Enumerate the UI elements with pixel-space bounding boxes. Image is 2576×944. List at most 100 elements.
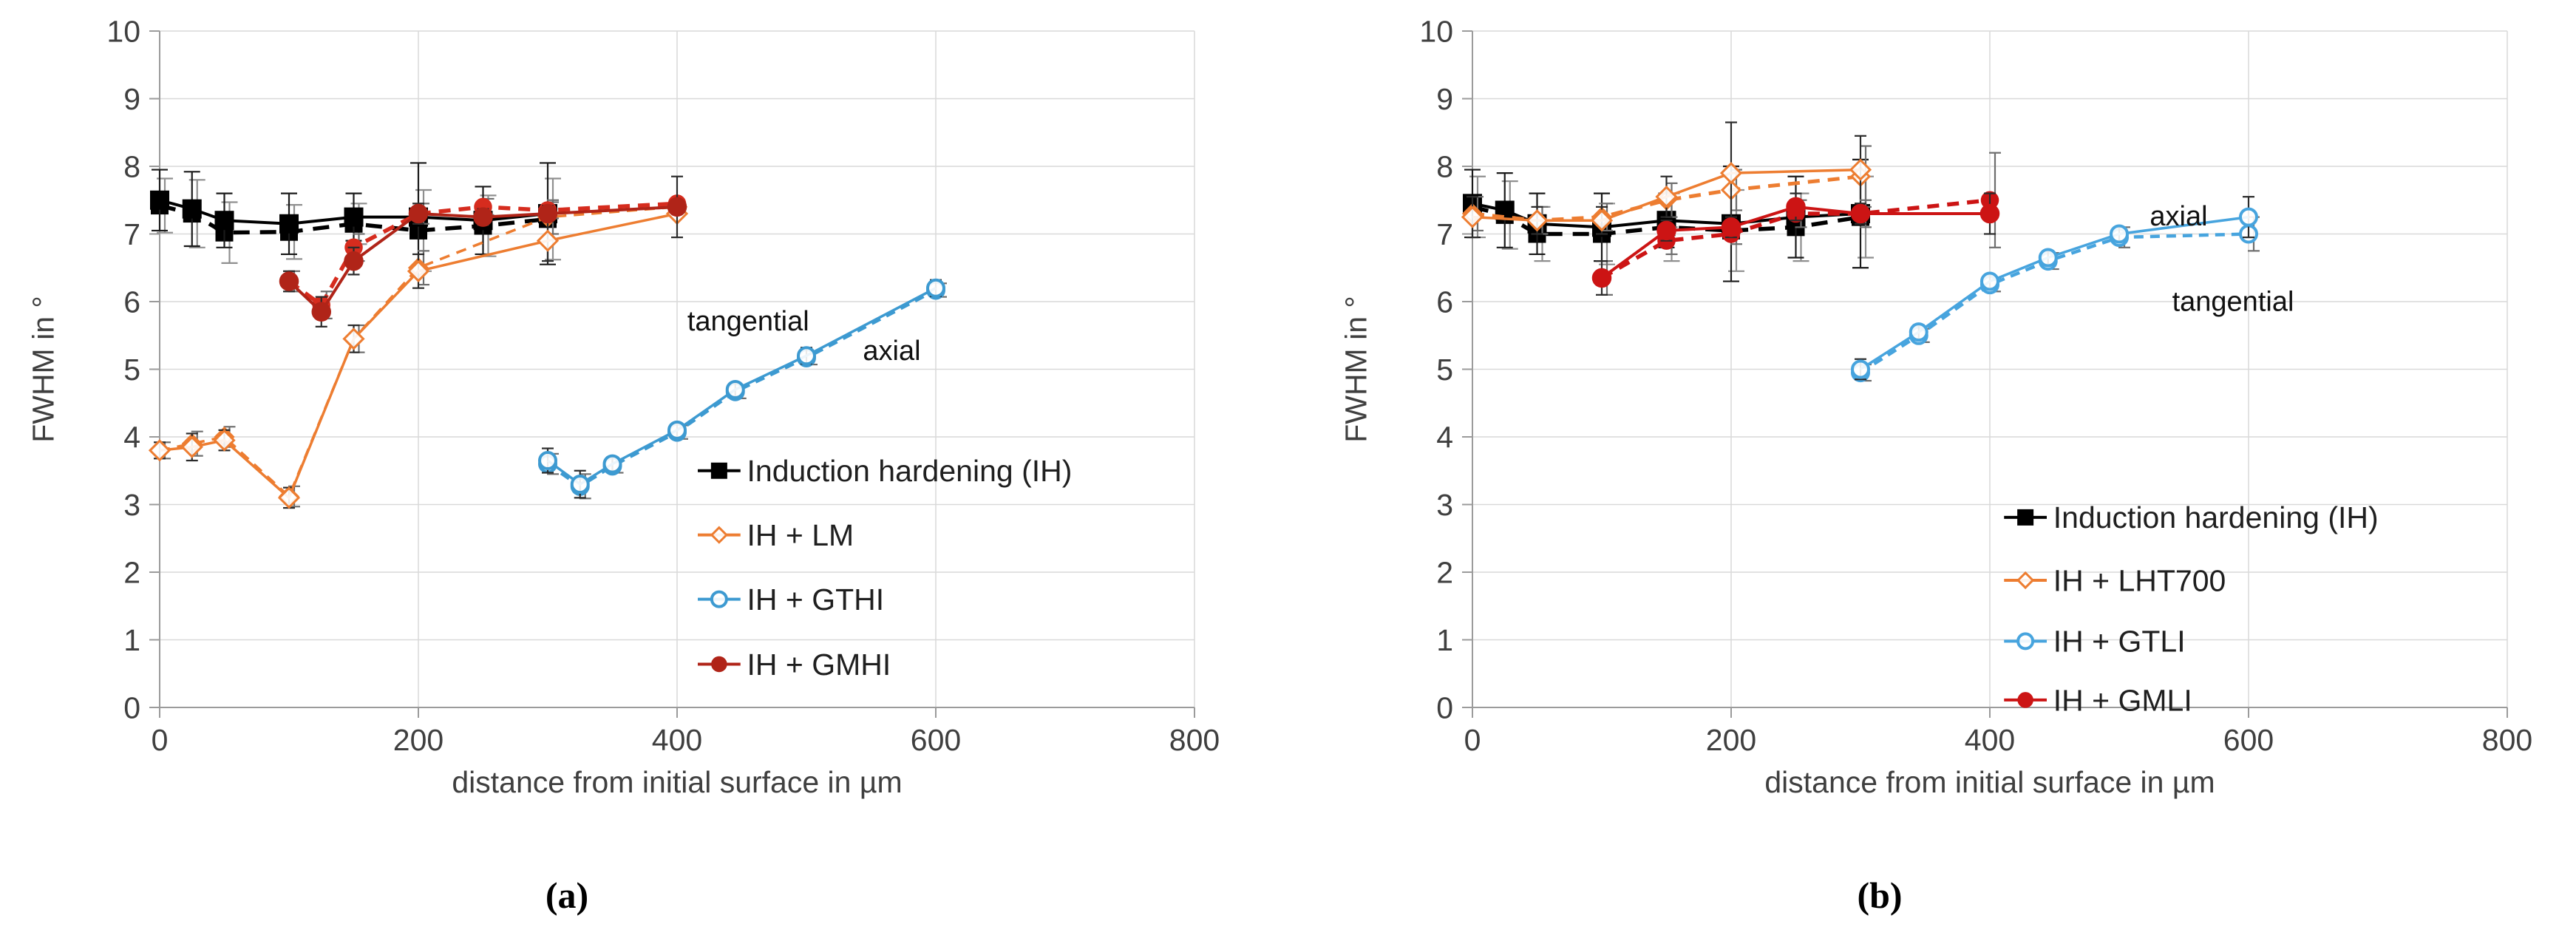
- x-tick-label: 0: [152, 723, 169, 757]
- diamond-marker-open: [1719, 162, 1743, 185]
- circle-marker-filled: [1591, 268, 1612, 288]
- circle-marker-filled: [1656, 220, 1676, 241]
- axial-line: [1860, 215, 2249, 370]
- diamond-marker-open: [148, 439, 171, 462]
- diamond-marker-open: [1655, 186, 1678, 208]
- y-tick-label: 1: [1436, 623, 1453, 657]
- x-tick-label: 400: [652, 723, 702, 757]
- panel-a: 0 1 2 3 4 5 6 7 8 9 10 0 200 400 600 800 tangential axial…: [26, 14, 1220, 916]
- panel-a-series-gthi-axial: [538, 278, 945, 499]
- y-tick-label: 3: [123, 488, 140, 522]
- legend-square-filled: [710, 462, 727, 479]
- y-tick-label: 1: [123, 623, 140, 657]
- circle-marker-filled: [667, 197, 687, 217]
- circle-marker-filled: [473, 207, 493, 227]
- y-tick-label: 8: [1436, 149, 1453, 183]
- legend-square-filled: [2017, 509, 2034, 526]
- circle-marker-filled: [408, 203, 429, 224]
- square-marker-filled: [182, 199, 202, 219]
- y-tick-label: 3: [1436, 488, 1453, 522]
- panel-a-y-axis-title: FWHM in °: [26, 296, 60, 443]
- y-tick-label: 6: [123, 285, 140, 319]
- panel-b-label: (b): [1857, 875, 1902, 916]
- circle-marker-open: [2110, 224, 2129, 244]
- legend-item: IH + LHT700: [2004, 563, 2226, 597]
- square-marker-filled: [150, 190, 169, 210]
- panel-b-axes: 0 1 2 3 4 5 6 7 8 9 10 0 200 400 600 800: [1419, 14, 2532, 757]
- panel-b-x-axis-title: distance from initial surface in µm: [1764, 765, 2215, 799]
- circle-marker-filled: [311, 302, 331, 322]
- square-marker-filled: [214, 211, 234, 231]
- axial-line: [1472, 168, 1861, 222]
- legend-label: IH + GTHI: [747, 583, 885, 617]
- diamond-marker-open: [1526, 209, 1549, 232]
- x-tick-label: 400: [1965, 723, 2015, 757]
- panel-b-legend: Induction hardening (IH) IH + LHT700 IH + …: [2004, 500, 2379, 717]
- panel-a-legend: Induction hardening (IH) IH + LM IH + GTHI…: [698, 454, 1072, 682]
- y-tick-label: 2: [123, 555, 140, 589]
- y-tick-label: 10: [1419, 14, 1453, 48]
- x-tick-label: 200: [1706, 723, 1756, 757]
- panel-b-annotation-axial: axial: [2150, 201, 2207, 232]
- legend-circle-open: [710, 590, 728, 608]
- y-tick-label: 9: [123, 82, 140, 116]
- circle-marker-open: [1909, 322, 1928, 342]
- legend-label: IH + LM: [747, 518, 854, 552]
- circle-marker-open: [2038, 248, 2058, 268]
- diamond-marker-open: [1461, 206, 1484, 228]
- diamond-marker-open: [1849, 158, 1872, 181]
- x-tick-label: 800: [1169, 723, 1220, 757]
- diamond-marker-open: [1590, 209, 1614, 232]
- circle-marker-open: [725, 379, 745, 399]
- circle-marker-filled: [1979, 203, 2000, 224]
- panel-b-y-axis-title: FWHM in °: [1339, 296, 1373, 443]
- circle-marker-filled: [1721, 217, 1741, 237]
- circle-marker-open: [2239, 207, 2258, 227]
- legend-label: Induction hardening (IH): [747, 454, 1073, 488]
- tangential-line: [1859, 232, 2249, 374]
- panel-a-label: (a): [546, 875, 588, 916]
- panel-b-gridlines: [1472, 30, 2508, 707]
- legend-label: Induction hardening (IH): [2053, 500, 2379, 534]
- legend-diamond-open: [710, 526, 728, 544]
- y-tick-label: 8: [123, 149, 140, 183]
- panel-b-series-lht700-axial: [1461, 121, 1872, 239]
- circle-marker-filled: [1786, 197, 1806, 217]
- y-tick-label: 6: [1436, 285, 1453, 319]
- circle-marker-open: [926, 278, 945, 298]
- legend-item: Induction hardening (IH): [2004, 500, 2379, 534]
- circle-marker-open: [1851, 359, 1870, 379]
- legend-item: IH + LM: [698, 518, 854, 552]
- x-tick-label: 600: [911, 723, 961, 757]
- x-tick-label: 0: [1464, 723, 1481, 757]
- diamond-marker-open: [180, 435, 203, 458]
- y-tick-label: 7: [1436, 217, 1453, 251]
- legend-item: IH + GTLI: [2004, 625, 2186, 659]
- panel-b-annotation-tangential: tangential: [2172, 286, 2294, 317]
- x-tick-label: 600: [2223, 723, 2274, 757]
- legend-item: IH + GMLI: [2004, 683, 2192, 717]
- circle-marker-filled: [537, 203, 558, 224]
- diamond-marker-open: [536, 229, 560, 252]
- circle-marker-open: [570, 475, 590, 495]
- diamond-marker-open: [407, 259, 430, 282]
- circle-marker-open: [1980, 271, 1999, 291]
- y-tick-label: 5: [123, 353, 140, 387]
- y-tick-label: 4: [1436, 420, 1453, 454]
- x-tick-label: 200: [393, 723, 444, 757]
- diamond-marker-open: [277, 486, 301, 509]
- y-tick-label: 0: [123, 690, 140, 724]
- tangential-line: [1600, 198, 1991, 280]
- legend-diamond-open: [2016, 571, 2035, 590]
- circle-marker-filled: [1850, 203, 1871, 224]
- panel-a-annotation-tangential: tangential: [687, 306, 809, 337]
- square-marker-filled: [344, 207, 364, 227]
- y-tick-label: 7: [123, 217, 140, 251]
- legend-item: Induction hardening (IH): [698, 454, 1072, 488]
- y-tick-label: 5: [1436, 353, 1453, 387]
- legend-label: IH + LHT700: [2053, 563, 2226, 597]
- legend-circle-open: [2016, 632, 2035, 651]
- diamond-marker-open: [213, 429, 236, 452]
